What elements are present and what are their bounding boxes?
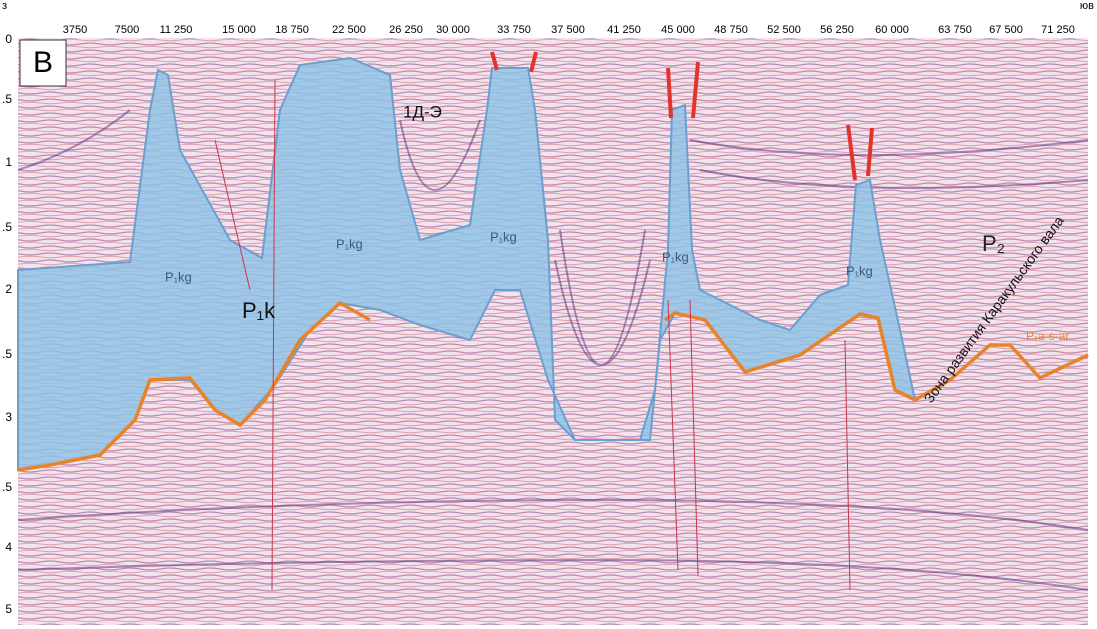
y-scale-label: 3 <box>5 410 12 424</box>
panel-label-box <box>19 39 67 87</box>
y-scale-label: 2 <box>5 282 12 296</box>
left-direction: з <box>2 0 7 12</box>
x-scale-label: 45 000 <box>661 24 695 36</box>
x-scale-label: 48 750 <box>714 24 748 36</box>
y-scale-label: 4 <box>5 540 12 554</box>
x-scale-label: 71 250 <box>1041 24 1075 36</box>
x-scale-label: 15 000 <box>222 24 256 36</box>
x-scale-label: 52 500 <box>767 24 801 36</box>
salt-label: P₁kg <box>336 236 363 251</box>
x-scale-label: 30 000 <box>436 24 470 36</box>
thin-faults <box>214 79 851 591</box>
y-scale-label: .5 <box>2 480 12 494</box>
x-scale-label: 18 750 <box>275 24 309 36</box>
salt-label: P₁kg <box>662 249 689 264</box>
panel-label: В <box>33 46 53 79</box>
x-scale-label: 37 500 <box>551 24 585 36</box>
y-scale-label: .5 <box>2 347 12 361</box>
salt-label: P₁kg <box>846 263 873 278</box>
y-scale-label: .5 <box>2 92 12 106</box>
x-scale-label: 3750 <box>63 24 87 36</box>
kungur-label: P₁k <box>242 298 276 323</box>
x-scale-label: 33 750 <box>497 24 531 36</box>
salt-label: P₁kg <box>165 269 192 284</box>
x-scale-label: 26 250 <box>389 24 423 36</box>
x-scale-label: 63 750 <box>938 24 972 36</box>
subsalt-label: P₁a-s-ar <box>1026 329 1069 343</box>
x-scale-label: 22 500 <box>332 24 366 36</box>
x-scale-label: 7500 <box>115 24 139 36</box>
p2-label: P₂ <box>982 231 1005 256</box>
x-scale-label: 60 000 <box>875 24 909 36</box>
right-direction: юв <box>1080 0 1094 12</box>
complex-label: 1Д-Э <box>403 102 442 121</box>
y-scale-label: 1 <box>5 155 12 169</box>
x-scale-label: 41 250 <box>607 24 641 36</box>
y-scale-label: 5 <box>5 602 12 616</box>
x-scale-label: 56 250 <box>820 24 854 36</box>
y-scale-label: .5 <box>2 220 12 234</box>
x-scale-label: 11 250 <box>160 24 193 36</box>
y-scale-label: 0 <box>5 32 12 46</box>
horizon <box>17 300 1089 472</box>
faults <box>490 51 874 181</box>
salt-label: P₁kg <box>490 229 517 244</box>
x-scale-label: 67 500 <box>989 24 1023 36</box>
